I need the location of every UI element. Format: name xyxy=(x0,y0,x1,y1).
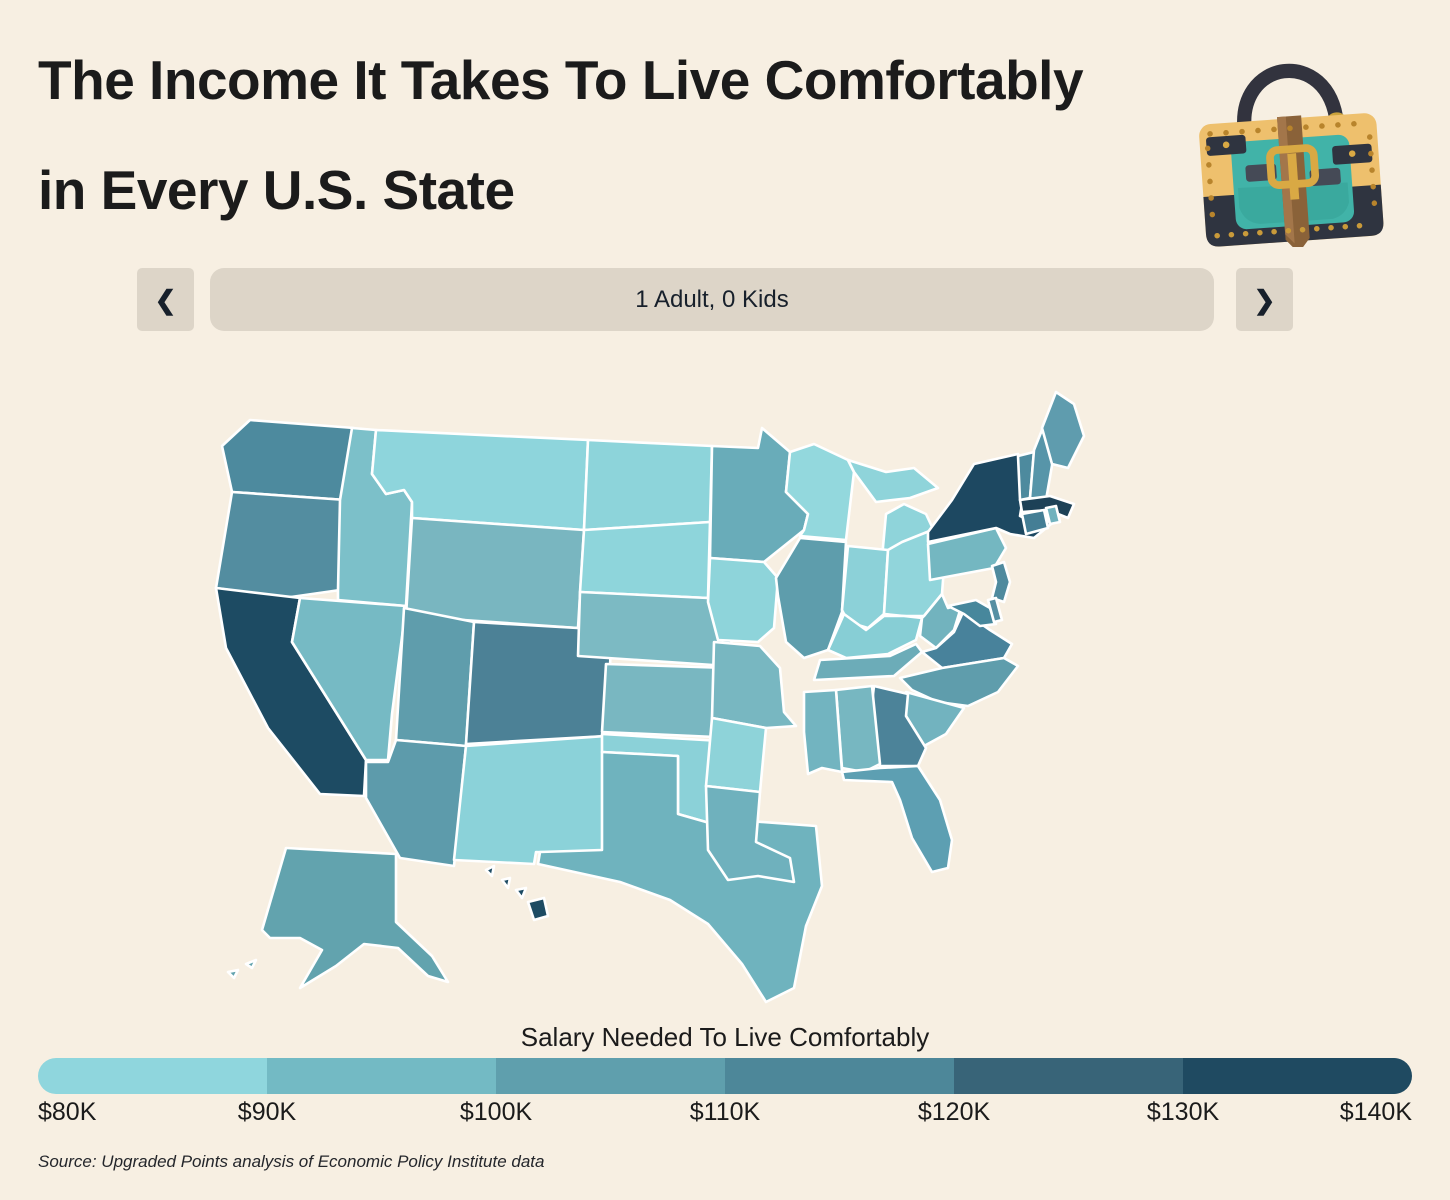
page-title: The Income It Takes To Live Comfortably … xyxy=(38,48,1084,222)
state-ar[interactable] xyxy=(704,716,768,794)
state-fl[interactable] xyxy=(840,764,954,874)
legend-tick: $140K xyxy=(1339,1098,1412,1126)
us-choropleth-map xyxy=(214,390,1086,1004)
state-me[interactable] xyxy=(1040,390,1086,470)
state-nc[interactable] xyxy=(898,656,1020,708)
state-or[interactable] xyxy=(214,490,348,600)
state-wy[interactable] xyxy=(404,516,586,630)
page-title-line1: The Income It Takes To Live Comfortably xyxy=(38,49,1084,111)
state-hi[interactable] xyxy=(484,864,550,922)
state-la[interactable] xyxy=(704,784,796,884)
state-nm[interactable] xyxy=(452,734,608,866)
state-sd[interactable] xyxy=(578,520,712,600)
state-ia[interactable] xyxy=(706,556,780,644)
state-al[interactable] xyxy=(834,684,882,774)
legend-tick: $120K xyxy=(917,1098,991,1126)
state-de[interactable] xyxy=(986,596,1004,624)
legend-tick-labels: $80K $90K $100K $110K $120K $130K $140K xyxy=(0,1098,1450,1132)
scenario-label: 1 Adult, 0 Kids xyxy=(635,285,789,313)
next-scenario-button[interactable]: ❯ xyxy=(1236,268,1293,331)
state-ak[interactable] xyxy=(226,846,450,990)
legend-segment xyxy=(496,1058,725,1094)
source-note: Source: Upgraded Points analysis of Econ… xyxy=(38,1152,545,1171)
legend-segment xyxy=(1183,1058,1412,1094)
legend-title: Salary Needed To Live Comfortably xyxy=(520,1022,930,1052)
chevron-right-icon: ❯ xyxy=(1253,284,1276,315)
legend-tick: $90K xyxy=(237,1098,297,1126)
legend-bar xyxy=(38,1058,1412,1094)
legend-segment xyxy=(954,1058,1183,1094)
legend-tick: $130K xyxy=(1146,1098,1220,1126)
legend-segment xyxy=(725,1058,954,1094)
state-tx[interactable] xyxy=(536,750,824,1004)
state-ri[interactable] xyxy=(1044,504,1062,526)
legend-tick: $110K xyxy=(689,1098,761,1126)
brand-logo-handbag-icon xyxy=(1178,22,1398,254)
state-ky[interactable] xyxy=(826,612,924,660)
scenario-selector[interactable]: 1 Adult, 0 Kids xyxy=(210,268,1214,331)
state-il[interactable] xyxy=(774,536,848,660)
previous-scenario-button[interactable]: ❮ xyxy=(137,268,194,331)
state-in[interactable] xyxy=(840,544,890,630)
legend-segment xyxy=(38,1058,267,1094)
state-md[interactable] xyxy=(946,598,998,628)
legend-segment xyxy=(267,1058,496,1094)
legend-tick: $80K xyxy=(38,1098,97,1126)
state-ct[interactable] xyxy=(1020,508,1050,536)
state-ut[interactable] xyxy=(394,606,476,748)
chevron-left-icon: ❮ xyxy=(154,284,177,315)
state-wi[interactable] xyxy=(784,442,856,542)
state-nd[interactable] xyxy=(582,438,714,532)
page-title-line2: in Every U.S. State xyxy=(38,159,515,221)
legend-tick: $100K xyxy=(459,1098,533,1126)
state-wa[interactable] xyxy=(220,418,356,502)
state-ms[interactable] xyxy=(802,688,844,776)
state-nj[interactable] xyxy=(990,560,1012,604)
state-mo[interactable] xyxy=(710,640,798,730)
